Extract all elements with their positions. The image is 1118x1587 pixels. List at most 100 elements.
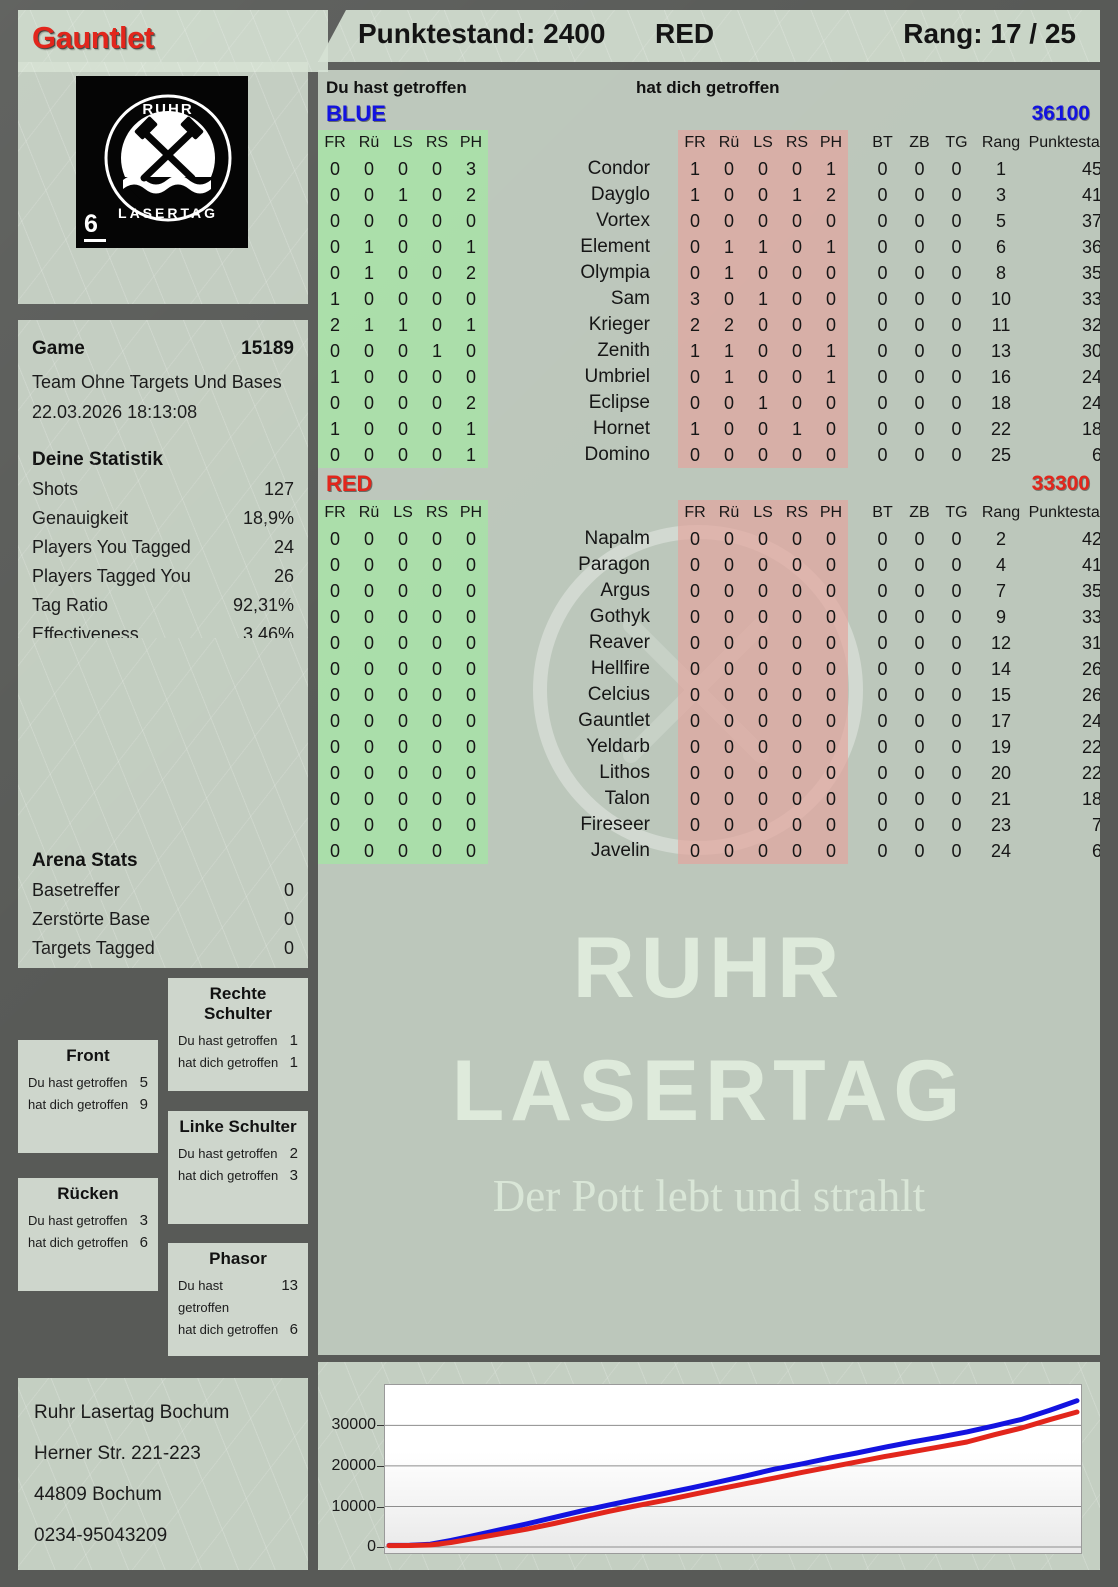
cell-gothit-ls: 0 [746,338,780,364]
cell-hit-fr: 0 [318,760,352,786]
cell-gothit-rü: 0 [712,656,746,682]
col-header-right-ls: LS [746,500,780,526]
cell-hit-rs: 0 [420,442,454,468]
cell-gothit-rs: 0 [780,682,814,708]
cell-gothit-rü: 0 [712,390,746,416]
spacer [848,682,864,708]
col-header-right-fr: FR [678,130,712,156]
cell-hit-rü: 0 [352,786,386,812]
cell-rang: 10 [990,288,1012,309]
cell-tg: 0 [951,340,962,361]
cell-hit-ls: 0 [386,708,420,734]
col-header-left-ls: LS [386,500,420,526]
cell-hit-fr: 0 [318,708,352,734]
game-id-row: Game 15189 [18,334,308,367]
spacer [662,286,678,312]
spacer [662,130,678,156]
cell-tg: 0 [951,158,962,179]
zone-hit-row: Du hast getroffen 2 [178,1143,298,1165]
cell-gothit-ph: 0 [814,838,848,864]
spacer [488,656,512,682]
cell-gothit-rs: 0 [780,156,814,182]
spacer [848,708,864,734]
cell-rang: 18 [990,392,1012,413]
spacer [488,338,512,364]
spacer [662,656,678,682]
cell-bt: 0 [877,314,888,335]
spacer [488,442,512,468]
player-name: Umbriel [584,366,650,387]
cell-gothit-fr: 0 [678,786,712,812]
spacer [848,364,864,390]
cell-punktestand: 3300 [1081,606,1100,627]
cell-gothit-fr: 0 [678,760,712,786]
cell-hit-rü: 0 [352,630,386,656]
cell-hit-ls: 0 [386,604,420,630]
cell-zb: 0 [914,736,925,757]
cell-gothit-rü: 0 [712,552,746,578]
cell-rang: 3 [995,184,1006,205]
cell-hit-ph: 0 [454,338,488,364]
spacer [488,182,512,208]
player-name: Argus [600,580,650,601]
zone-gothit-value: 3 [289,1167,298,1184]
cell-tg: 0 [951,418,962,439]
table-header-row: FRRüLSRSPHFRRüLSRSPHBTZBTGRangPunktestan… [318,500,1100,526]
cell-gothit-ph: 0 [814,286,848,312]
cell-tg: 0 [951,814,962,835]
cell-gothit-rü: 0 [712,760,746,786]
cell-hit-ls: 0 [386,682,420,708]
cell-gothit-ls: 0 [746,682,780,708]
zone-title: Rechte Schulter [203,984,273,1023]
page-title: Gauntlet [32,20,154,55]
cell-gothit-ls: 0 [746,760,780,786]
cell-hit-rü: 0 [352,390,386,416]
stat-label: Tag Ratio [32,595,109,615]
zone-gothit-label: hat dich getroffen [28,1097,129,1112]
team-name: RED [326,471,373,496]
cell-rang: 7 [995,580,1006,601]
spacer [662,760,678,786]
spacer [488,390,512,416]
col-header-right-rü: Rü [712,130,746,156]
col-header-right-ph: PH [814,500,848,526]
scoreboard-table-blue: FRRüLSRSPHFRRüLSRSPHBTZBTGRangPunktestan… [318,130,1100,468]
cell-gothit-rü: 0 [712,604,746,630]
cell-punktestand: 3000 [1081,340,1100,361]
arena-label: Basetreffer [32,880,120,900]
zone-hit-value: 3 [139,1212,148,1229]
zone-title: Rücken [57,1184,119,1203]
cell-hit-ph: 0 [454,286,488,312]
cell-gothit-ph: 0 [814,312,848,338]
cell-hit-rs: 0 [420,604,454,630]
cell-gothit-ph: 0 [814,526,848,552]
cell-gothit-fr: 0 [678,578,712,604]
team-total-score: 36100 [1031,102,1090,125]
cell-hit-rs: 0 [420,630,454,656]
spacer [848,552,864,578]
cell-tg: 0 [951,528,962,549]
cell-gothit-fr: 1 [678,156,712,182]
chart-ytick-mark [377,1465,384,1467]
zone-hit-label: Du hast getroffen [178,1146,278,1161]
stat-row-shots: Shots 127 [18,475,308,504]
cell-gothit-rs: 0 [780,812,814,838]
cell-rang: 25 [990,444,1012,465]
spacer [848,234,864,260]
cell-hit-fr: 0 [318,526,352,552]
cell-hit-rs: 0 [420,234,454,260]
cell-hit-rs: 0 [420,682,454,708]
cell-hit-fr: 0 [318,734,352,760]
player-name: Paragon [578,554,650,575]
spacer [512,500,662,526]
zone-gothit-row: hat dich getroffen 6 [28,1232,148,1254]
zone-hit-value: 2 [289,1145,298,1162]
cell-rang: 4 [995,554,1006,575]
cell-tg: 0 [951,684,962,705]
arena-value: 0 [283,880,294,900]
cell-hit-ph: 1 [454,234,488,260]
